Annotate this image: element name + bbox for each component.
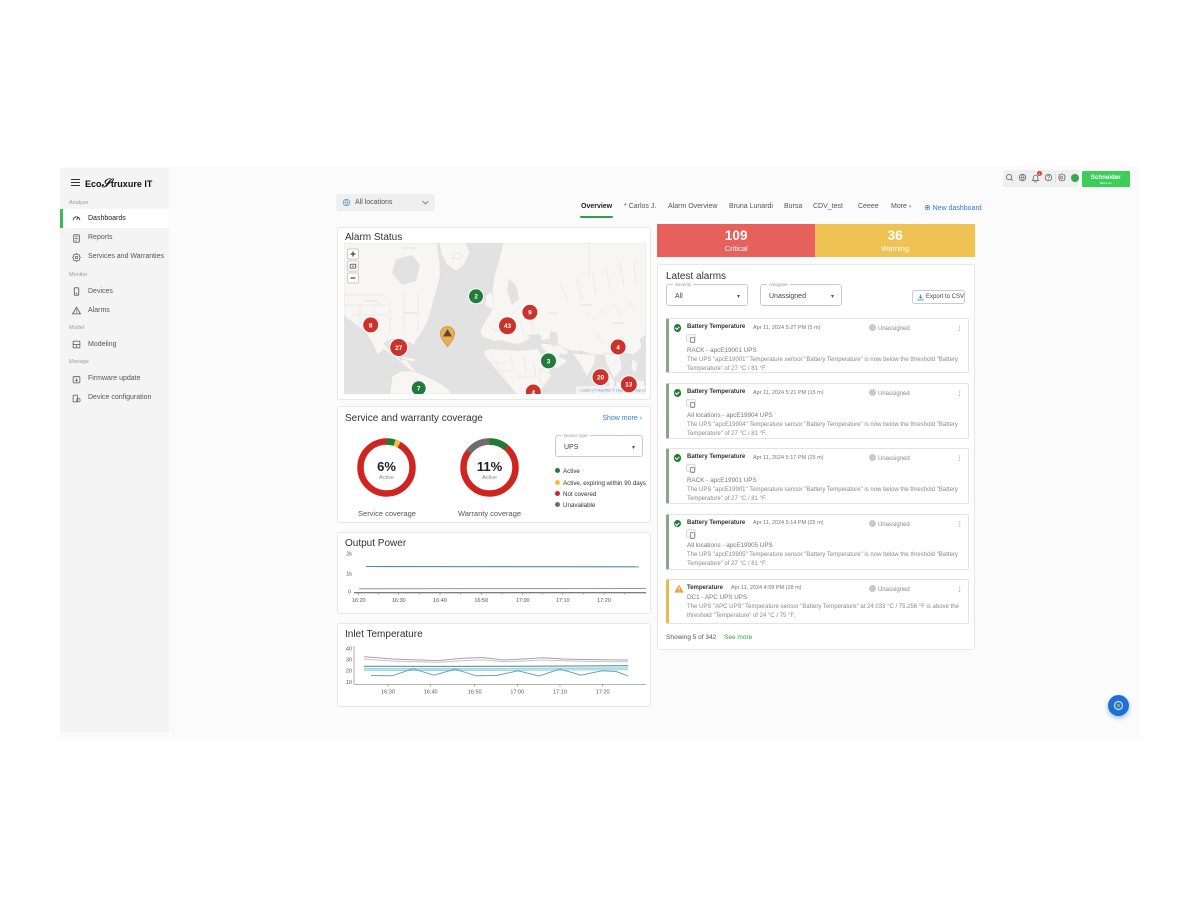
svg-text:8: 8 [369,322,373,329]
svg-text:10: 10 [346,680,352,686]
svg-text:2k: 2k [346,552,352,558]
svg-text:20: 20 [597,375,605,382]
svg-text:2: 2 [474,294,478,301]
svg-text:17:00: 17:00 [510,690,524,696]
svg-text:16:50: 16:50 [468,690,482,696]
svg-text:43: 43 [504,323,512,330]
svg-text:0: 0 [348,590,351,596]
svg-text:27: 27 [395,345,403,352]
svg-text:16:50: 16:50 [474,598,488,604]
svg-text:Active: Active [482,475,497,481]
svg-text:20: 20 [346,669,352,675]
svg-text:Leaflet | © MapTiler © OpenStr: Leaflet | © MapTiler © OpenStreetMap con… [580,389,646,393]
svg-text:40: 40 [346,646,352,652]
svg-text:17:10: 17:10 [556,598,570,604]
svg-text:6%: 6% [377,459,396,474]
svg-text:11%: 11% [477,459,503,474]
svg-text:13: 13 [625,382,633,389]
svg-text:17:10: 17:10 [553,690,567,696]
svg-text:16:40: 16:40 [433,598,447,604]
svg-text:16:30: 16:30 [392,598,406,604]
svg-text:9: 9 [528,310,532,317]
svg-text:4: 4 [531,389,535,394]
svg-text:17:20: 17:20 [597,598,611,604]
svg-text:30: 30 [346,658,352,664]
svg-text:17:00: 17:00 [516,598,530,604]
svg-text:17:20: 17:20 [596,690,610,696]
svg-text:3: 3 [547,358,551,365]
svg-text:Active: Active [379,475,394,481]
svg-text:16:30: 16:30 [381,690,395,696]
svg-text:7: 7 [417,386,421,393]
svg-text:4: 4 [616,344,620,351]
svg-text:16:40: 16:40 [424,690,438,696]
svg-text:16:20: 16:20 [352,598,366,604]
svg-text:1k: 1k [346,572,352,578]
